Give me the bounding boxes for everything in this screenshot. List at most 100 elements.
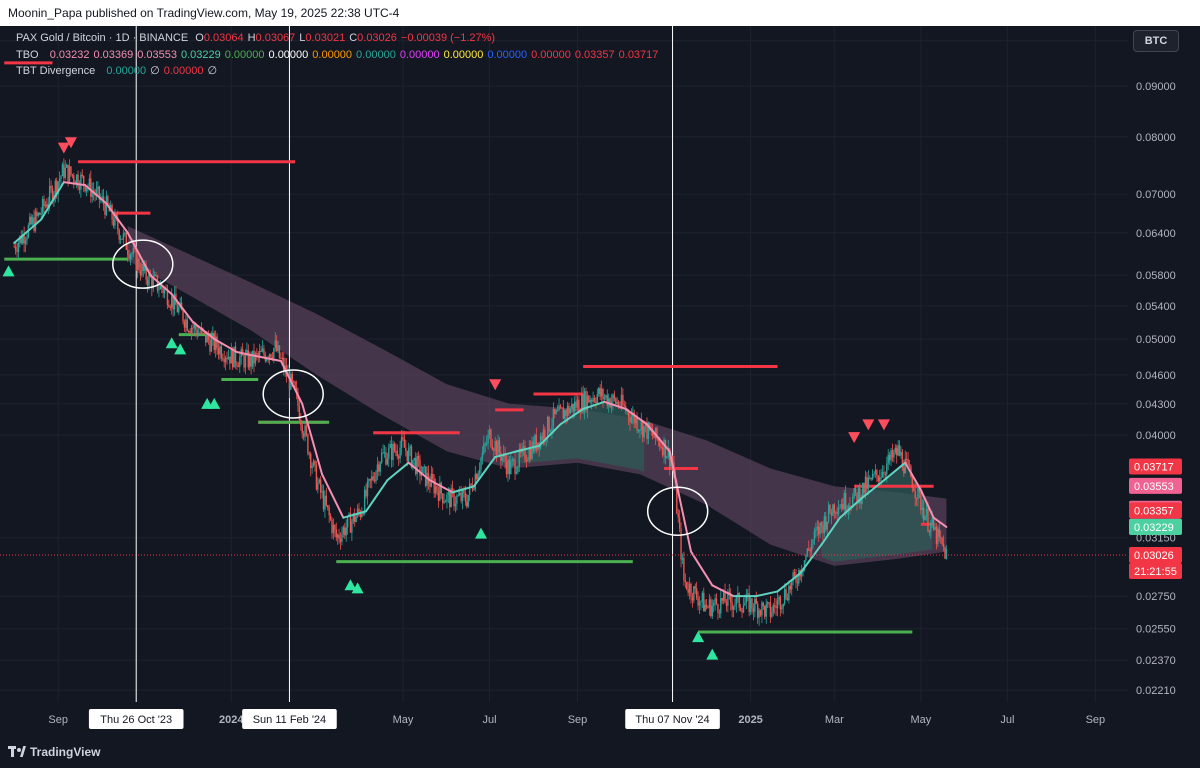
candle-body (518, 448, 521, 467)
tbo-values: 0.03232 0.03369 0.03553 0.03229 0.00000 0.000… (50, 49, 663, 61)
candle-body (314, 460, 316, 465)
candle-body (244, 354, 247, 368)
candle-body (437, 491, 440, 501)
candle-body (688, 583, 691, 593)
price-chart[interactable]: 0.100000.090000.080000.070000.064000.058… (0, 26, 1200, 738)
candle-body (748, 593, 750, 612)
candle-body (581, 394, 583, 413)
candle-body (657, 438, 660, 441)
price-tick-label: 0.02550 (1136, 624, 1176, 636)
candle-body (247, 350, 250, 368)
candle-body (642, 421, 644, 438)
candle-body (783, 589, 786, 604)
candle-body (270, 354, 272, 358)
tbo-line-segment (213, 337, 238, 354)
candle-body (376, 464, 379, 472)
candle-body (193, 324, 196, 328)
candle-body (677, 513, 679, 518)
candle-body (510, 461, 512, 474)
candle-body (842, 504, 844, 510)
tbo-indicator-label[interactable]: TBO (16, 48, 39, 61)
sell-signal-triangle (877, 419, 890, 431)
candle-body (14, 246, 17, 251)
candle-body (539, 435, 542, 449)
candle-body (789, 585, 792, 590)
candle-body (336, 534, 339, 538)
currency-badge[interactable]: BTC (1133, 30, 1179, 52)
candle-body (40, 213, 42, 215)
candle-body (466, 501, 468, 507)
candle-body (338, 534, 340, 540)
candle-body (720, 598, 722, 614)
candle-body (433, 479, 435, 494)
indicator-value: 0.03232 (49, 48, 90, 61)
candle-body (16, 250, 18, 253)
candle-body (169, 306, 171, 308)
candle-body (525, 460, 528, 462)
ohlc-value: 0.03067 (255, 32, 296, 44)
candle-body (819, 522, 821, 535)
countdown-text: 21:21:55 (1134, 566, 1177, 578)
time-tick-label: Jul (1000, 714, 1014, 726)
candle-body (398, 456, 400, 459)
candle-body (932, 518, 935, 530)
price-label-box (1129, 519, 1182, 536)
candle-body (742, 605, 745, 613)
candle-body (58, 178, 61, 182)
tradingview-logo[interactable]: TradingView (8, 745, 100, 759)
divergence-values: 0.00000 ∅ 0.00000 ∅ (106, 65, 221, 77)
candle-body (97, 186, 99, 190)
candle-body (46, 204, 48, 207)
candle-body (808, 548, 810, 550)
candle-body (791, 580, 793, 590)
candle-body (361, 512, 363, 517)
candle-body (346, 516, 349, 528)
candle-body (854, 488, 857, 493)
candle-body (775, 606, 777, 608)
candle-body (517, 466, 519, 472)
candle-body (451, 488, 454, 492)
candle-body (234, 346, 237, 364)
price-tick-label: 0.07000 (1136, 189, 1176, 201)
candle-body (566, 405, 569, 417)
candle-body (315, 464, 318, 490)
candle-body (634, 417, 637, 424)
candle-body (707, 607, 709, 609)
chart-pane[interactable]: 0.100000.090000.080000.070000.064000.058… (0, 26, 1200, 738)
candle-body (728, 591, 730, 594)
price-label-text: 0.03553 (1134, 481, 1174, 493)
candle-body (369, 479, 372, 481)
indicator-value: 0.00000 (312, 48, 353, 61)
sell-signal-triangle (862, 419, 875, 431)
candle-body (373, 479, 376, 482)
candle-body (691, 596, 694, 601)
candle-body (809, 549, 811, 552)
indicator-value: 0.03357 (574, 48, 615, 61)
candle-body (548, 416, 550, 432)
candle-body (332, 525, 335, 534)
divergence-indicator-label[interactable]: TBT Divergence (16, 65, 96, 77)
candle-body (166, 288, 169, 306)
candle-body (847, 505, 850, 511)
candle-body (512, 459, 515, 461)
candle-body (222, 358, 224, 360)
tbo-line-segment (407, 461, 431, 482)
candle-body (349, 513, 352, 533)
symbol-title[interactable]: PAX Gold / Bitcoin · 1D · BINANCE (16, 32, 189, 44)
candle-body (564, 410, 566, 419)
annotation-circle (262, 369, 324, 419)
candle-body (836, 512, 838, 514)
candle-body (125, 232, 127, 250)
candle-body (422, 466, 424, 474)
candle-body (176, 304, 179, 313)
candle-body (505, 461, 508, 475)
candle-body (907, 458, 909, 465)
candle-body (571, 403, 573, 409)
candle-body (849, 505, 851, 508)
candle-body (534, 435, 536, 452)
candle-body (33, 217, 35, 231)
candle-body (379, 462, 381, 472)
price-tick-label: 0.05400 (1136, 301, 1176, 313)
candle-body (75, 174, 78, 185)
candle-body (468, 483, 471, 495)
